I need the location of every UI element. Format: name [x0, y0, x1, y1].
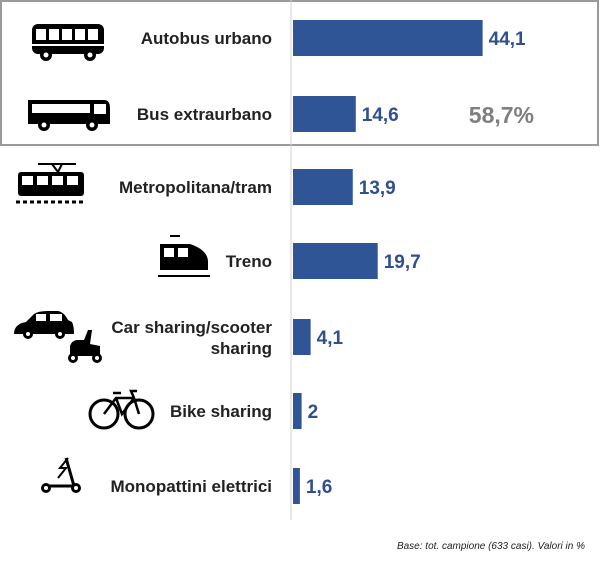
value-label-5: 2: [308, 402, 319, 423]
group-box: [0, 0, 599, 146]
train-icon: [158, 235, 210, 277]
icons-layer: [14, 24, 210, 493]
tram-icon: [16, 163, 86, 204]
bar-2: [293, 169, 353, 205]
category-label-0: Autobus urbano: [141, 29, 272, 48]
bars-layer: [293, 20, 483, 504]
coach-icon: [28, 100, 110, 131]
value-label-2: 13,9: [359, 178, 396, 199]
bus-icon: [32, 24, 104, 61]
category-label-6: Monopattini elettrici: [111, 477, 273, 496]
bicycle-icon: [88, 389, 155, 430]
group-total-label: 58,7%: [469, 102, 534, 128]
bar-1: [293, 96, 356, 132]
value-label-3: 19,7: [384, 252, 421, 273]
category-label-3: Treno: [226, 252, 272, 271]
bar-6: [293, 468, 300, 504]
category-label-1: Bus extraurbano: [137, 105, 272, 124]
kick-scooter-icon: [41, 457, 81, 493]
value-label-1: 14,6: [362, 105, 399, 126]
value-label-0: 44,1: [489, 29, 526, 50]
value-label-4: 4,1: [317, 328, 344, 349]
labels-layer: 44,1 Autobus urbano 14,6 Bus extraurbano 13,…: [111, 29, 535, 498]
category-label-5: Bike sharing: [170, 402, 272, 421]
bar-4: [293, 319, 311, 355]
bar-3: [293, 243, 378, 279]
footnote: Base: tot. campione (633 casi). Valori i…: [396, 541, 585, 552]
car-scooter-icon: [14, 311, 102, 363]
bar-0: [293, 20, 483, 56]
category-label-2: Metropolitana/tram: [119, 178, 272, 197]
bar-5: [293, 393, 302, 429]
category-label-4: Car sharing/scooter sharing: [111, 318, 272, 358]
value-label-6: 1,6: [306, 477, 332, 498]
